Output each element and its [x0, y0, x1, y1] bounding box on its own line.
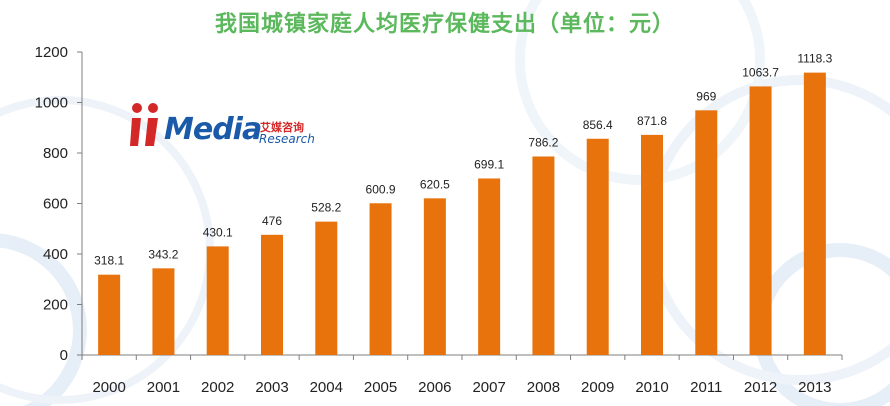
bar — [423, 198, 446, 355]
x-tick-label: 2007 — [472, 379, 505, 396]
bar — [98, 274, 121, 355]
bar — [695, 110, 718, 355]
data-label: 856.4 — [583, 118, 613, 132]
y-tick-label: 1200 — [35, 44, 68, 61]
bar — [261, 234, 283, 355]
bar — [369, 203, 392, 355]
x-tick-label: 2003 — [255, 379, 288, 396]
y-tick-label: 600 — [43, 196, 68, 213]
chart-title: 我国城镇家庭人均医疗保健支出（单位：元） — [214, 12, 675, 37]
logo-figures-icon — [130, 103, 158, 146]
bar — [206, 246, 229, 355]
logo-cn-text: 艾媒咨询 — [260, 121, 304, 134]
data-label: 476 — [262, 214, 282, 228]
x-tick-label: 2001 — [147, 379, 180, 396]
x-tick-label: 2004 — [310, 379, 343, 396]
y-tick-label: 0 — [60, 347, 68, 364]
x-tick-label: 2000 — [92, 379, 125, 396]
data-label: 430.1 — [203, 225, 233, 239]
x-tick-label: 2010 — [635, 379, 668, 396]
x-tick-label: 2013 — [798, 379, 831, 396]
logo-en-text: Research — [259, 132, 315, 146]
data-label: 343.2 — [148, 247, 178, 261]
bar-series — [98, 72, 826, 356]
data-label: 699.1 — [474, 157, 504, 171]
x-tick-label: 2009 — [581, 379, 614, 396]
x-tick-label: 2008 — [527, 379, 560, 396]
data-label: 1118.3 — [797, 52, 832, 66]
x-tick-label: 2006 — [418, 379, 451, 396]
imedia-logo-watermark: Media 艾媒咨询 Research — [128, 100, 328, 156]
data-label: 871.8 — [637, 114, 667, 128]
x-tick-label: 2005 — [364, 379, 397, 396]
data-labels: 318.1 343.2 430.1 476 528.2 600.9 620.5 699.1 78… — [94, 52, 833, 268]
data-label: 620.5 — [420, 177, 450, 191]
y-tick-label: 400 — [43, 246, 68, 263]
x-tick-label: 2002 — [201, 379, 234, 396]
x-axis: 2000 2001 2002 2003 2004 2005 2006 2007 2008 2009… — [81, 354, 843, 396]
data-label: 528.2 — [311, 201, 341, 215]
bar — [749, 86, 772, 356]
bar — [532, 156, 555, 355]
data-label: 1063.7 — [742, 65, 779, 79]
x-tick-label: 2011 — [690, 379, 722, 396]
data-label: 318.1 — [94, 254, 124, 268]
bar — [152, 268, 175, 355]
y-tick-label: 1000 — [35, 95, 68, 112]
y-tick-label: 200 — [43, 297, 68, 314]
bar — [641, 134, 663, 355]
bar — [586, 138, 609, 355]
data-label: 600.9 — [366, 182, 396, 196]
y-tick-label: 800 — [43, 145, 68, 162]
x-tick-label: 2012 — [744, 379, 777, 396]
bar — [478, 178, 501, 355]
bar — [315, 221, 338, 355]
data-label: 969 — [696, 89, 716, 103]
logo-brand-text: Media — [164, 112, 262, 147]
bar — [803, 72, 826, 356]
y-axis: 0 200 400 600 800 1000 1200 — [35, 44, 83, 364]
data-label: 786.2 — [528, 135, 558, 149]
